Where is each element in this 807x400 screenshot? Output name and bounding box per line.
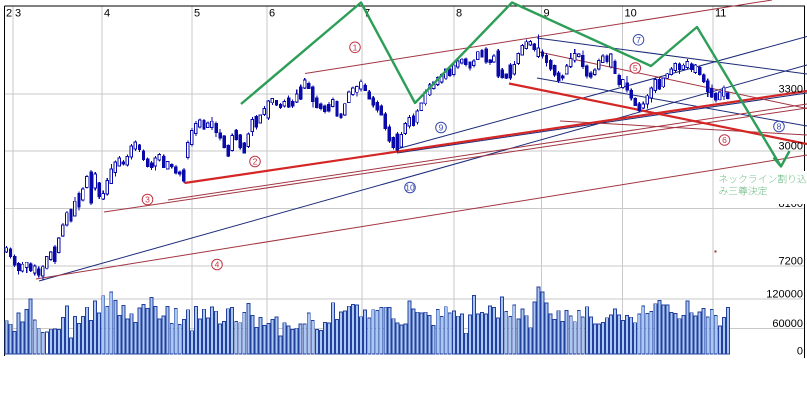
svg-text:1: 1 <box>353 42 358 52</box>
svg-text:8: 8 <box>777 122 782 132</box>
svg-text:4: 4 <box>215 260 220 270</box>
svg-text:5: 5 <box>194 8 200 20</box>
svg-text:2: 2 <box>253 157 258 167</box>
svg-text:0: 0 <box>797 346 803 358</box>
svg-text:3000: 3000 <box>779 141 803 153</box>
svg-text:5: 5 <box>633 63 638 73</box>
svg-text:120000: 120000 <box>766 289 803 301</box>
svg-text:10: 10 <box>405 183 415 193</box>
svg-text:3: 3 <box>15 8 21 20</box>
svg-text:7: 7 <box>636 35 641 45</box>
svg-text:11: 11 <box>715 8 726 20</box>
svg-text:60000: 60000 <box>772 318 803 330</box>
svg-text:10: 10 <box>625 8 637 20</box>
svg-text:8: 8 <box>456 8 462 20</box>
svg-text:2: 2 <box>6 8 12 20</box>
svg-text:4: 4 <box>104 8 110 20</box>
svg-text:7200: 7200 <box>779 256 803 268</box>
svg-text:6: 6 <box>269 8 275 20</box>
svg-text:6: 6 <box>722 135 727 145</box>
svg-text:3: 3 <box>145 195 150 205</box>
svg-text:3300: 3300 <box>779 84 803 96</box>
svg-text:9: 9 <box>439 123 444 133</box>
svg-text:9: 9 <box>544 8 550 20</box>
